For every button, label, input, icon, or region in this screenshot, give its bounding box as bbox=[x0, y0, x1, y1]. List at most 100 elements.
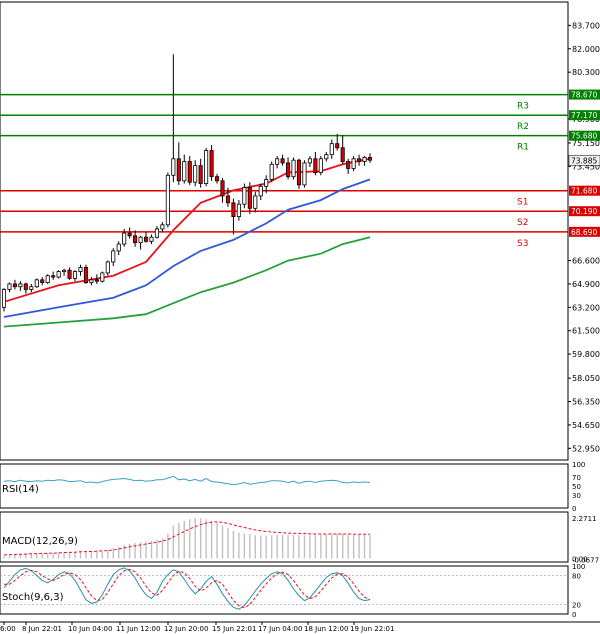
stoch-signal-line bbox=[4, 568, 371, 609]
price-tick-label: 75.150 bbox=[572, 139, 600, 148]
candle-body bbox=[12, 283, 17, 288]
candle-body bbox=[187, 161, 192, 183]
candle-body bbox=[220, 180, 225, 197]
candle-body bbox=[7, 283, 12, 290]
level-price-box bbox=[569, 89, 600, 100]
candle-body bbox=[105, 261, 110, 274]
level-name-r2: R2 bbox=[517, 122, 529, 132]
macd-indicator-label: MACD(12,26,9) bbox=[2, 536, 78, 547]
candle-body bbox=[286, 162, 291, 178]
candle-body bbox=[154, 228, 159, 238]
level-name-s1: S1 bbox=[517, 198, 528, 208]
level-price-label: 70.190 bbox=[571, 207, 597, 216]
candle-body bbox=[133, 235, 138, 244]
candle-body bbox=[127, 232, 132, 237]
candle-body bbox=[182, 161, 187, 182]
candle-body bbox=[29, 286, 34, 290]
candle-body bbox=[367, 157, 373, 161]
level-price-box bbox=[569, 185, 600, 196]
candle-body bbox=[62, 269, 67, 272]
price-tick-label: 83.700 bbox=[572, 21, 600, 30]
price-tick-label: 82.000 bbox=[572, 45, 600, 54]
candle-body bbox=[100, 272, 105, 282]
candle-body bbox=[67, 269, 72, 279]
candle-body bbox=[143, 236, 149, 242]
time-tick-label: 19 Jun 22:01 bbox=[350, 625, 394, 633]
stoch-tick-label: 20 bbox=[572, 601, 581, 609]
level-price-box bbox=[569, 110, 600, 121]
candle-body bbox=[209, 150, 214, 178]
candle-body bbox=[231, 202, 236, 217]
candle-body bbox=[351, 158, 356, 169]
candle-body bbox=[302, 162, 307, 186]
time-tick-label: 12 Jun 20:00 bbox=[164, 625, 208, 633]
candle-body bbox=[335, 143, 340, 149]
candle-body bbox=[89, 279, 94, 283]
level-name-s3: S3 bbox=[517, 239, 528, 249]
candle-body bbox=[149, 236, 154, 242]
candle-body bbox=[40, 279, 45, 283]
macd-panel-frame bbox=[0, 511, 569, 563]
price-tick-label: 52.950 bbox=[572, 444, 600, 453]
rsi-indicator-label: RSI(14) bbox=[2, 484, 39, 495]
level-name-r1: R1 bbox=[517, 143, 529, 153]
stoch-panel-frame bbox=[0, 565, 569, 615]
current-price-label: 73.885 bbox=[571, 156, 597, 165]
sma-mid-line bbox=[3, 178, 371, 318]
time-tick-label: 10 Jun 04:00 bbox=[68, 625, 112, 633]
candle-body bbox=[1, 289, 7, 308]
candle-body bbox=[291, 159, 296, 178]
level-name-s2: S2 bbox=[517, 218, 528, 228]
candle-body bbox=[94, 279, 99, 282]
candle-body bbox=[313, 158, 318, 173]
candle-body bbox=[171, 158, 176, 176]
candle-body bbox=[160, 224, 165, 230]
price-tick-label: 63.200 bbox=[572, 303, 600, 312]
candle-body bbox=[324, 154, 329, 160]
candle-body bbox=[83, 267, 88, 283]
candle-body bbox=[138, 236, 143, 244]
level-price-box bbox=[569, 130, 600, 141]
price-tick-label: 61.500 bbox=[572, 327, 600, 336]
price-panel-frame bbox=[0, 1, 569, 461]
macd-tick-label: -0.0677 bbox=[572, 557, 599, 565]
candle-body bbox=[253, 195, 258, 209]
time-tick-label: 18 Jun 12:00 bbox=[304, 625, 348, 633]
macd-tick-label: 0.00 bbox=[572, 555, 588, 563]
candle-body bbox=[357, 158, 362, 162]
candle-body bbox=[204, 150, 209, 184]
candle-body bbox=[362, 157, 367, 162]
candle-body bbox=[307, 158, 312, 164]
price-tick-label: 80.300 bbox=[572, 68, 600, 77]
candle-body bbox=[122, 232, 127, 245]
candle-body bbox=[329, 143, 334, 156]
candle-body bbox=[18, 283, 23, 288]
stoch-tick-label: 80 bbox=[572, 573, 581, 581]
level-price-label: 78.670 bbox=[571, 91, 597, 100]
candle-body bbox=[296, 159, 302, 186]
candle-body bbox=[198, 165, 203, 184]
stoch-main-line bbox=[3, 567, 371, 610]
level-price-box bbox=[569, 226, 600, 237]
rsi-tick-label: 30 bbox=[572, 492, 581, 500]
current-price-box bbox=[568, 155, 600, 166]
stoch-tick-label: 0 bbox=[572, 611, 576, 619]
rsi-tick-label: 70 bbox=[572, 474, 581, 482]
time-tick-label: 11 Jun 12:00 bbox=[116, 625, 160, 633]
candle-body bbox=[340, 147, 345, 162]
time-tick-label: 15 Jun 22:01 bbox=[212, 625, 256, 633]
candle-body bbox=[264, 179, 269, 187]
level-name-r3: R3 bbox=[517, 102, 529, 112]
macd-signal-line bbox=[3, 521, 370, 556]
time-tick-label: 8 Jun 22:01 bbox=[22, 625, 62, 633]
level-price-box bbox=[569, 206, 600, 217]
candle-body bbox=[215, 176, 220, 182]
candle-body bbox=[193, 165, 198, 183]
candle-body bbox=[242, 187, 247, 205]
price-tick-label: 66.600 bbox=[572, 257, 600, 266]
candle-body bbox=[34, 279, 39, 288]
candle-body bbox=[51, 275, 56, 278]
candle-body bbox=[280, 158, 285, 164]
candle-body bbox=[176, 158, 181, 182]
